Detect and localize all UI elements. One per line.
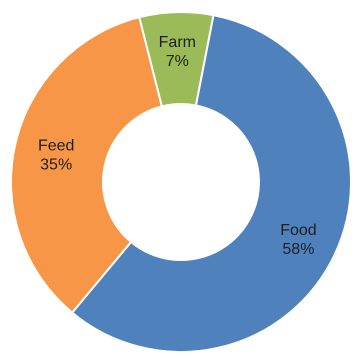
donut-labels: Food 58% Feed 35% Farm 7% bbox=[38, 34, 317, 258]
slice-label-farm: Farm 7% bbox=[159, 34, 196, 70]
slice-percent-feed: 35% bbox=[40, 157, 72, 174]
slice-percent-farm: 7% bbox=[166, 53, 189, 70]
slice-category-feed: Feed bbox=[38, 138, 74, 155]
slice-feed bbox=[10, 15, 164, 315]
slice-category-farm: Farm bbox=[159, 34, 196, 51]
slice-farm bbox=[138, 11, 215, 108]
slice-food bbox=[70, 13, 352, 353]
slice-category-food: Food bbox=[280, 222, 316, 239]
slice-percent-food: 58% bbox=[282, 241, 314, 258]
donut-slices bbox=[10, 11, 352, 353]
slice-label-food: Food 58% bbox=[280, 222, 316, 258]
slice-label-feed: Feed 35% bbox=[38, 138, 74, 174]
